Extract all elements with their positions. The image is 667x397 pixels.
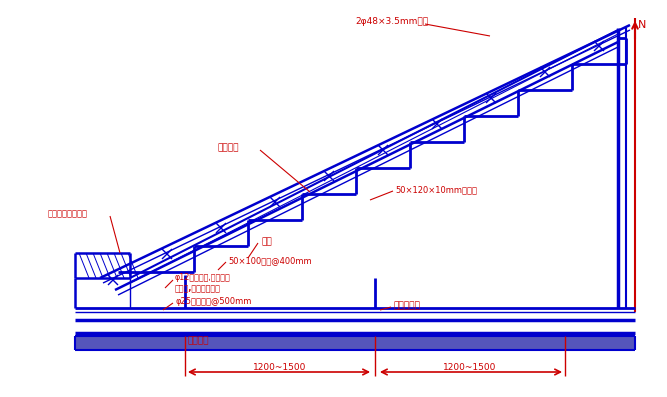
Text: φ12对拉樬杆,每隔一步: φ12对拉樬杆,每隔一步 (175, 274, 231, 283)
Bar (75, 336, 635, 350)
Text: 钉管立杆: 钉管立杆 (188, 337, 209, 345)
Text: 七次模板: 七次模板 (218, 143, 239, 152)
Text: 扛板面（起平台）: 扛板面（起平台） (48, 210, 88, 218)
Text: 2φ48×3.5mm钉管: 2φ48×3.5mm钉管 (355, 17, 428, 27)
Text: N: N (638, 20, 646, 30)
Text: φ25防滑钉头@500mm: φ25防滑钉头@500mm (175, 297, 251, 306)
Text: 1200~1500: 1200~1500 (444, 364, 497, 372)
Text: 1200~1500: 1200~1500 (253, 364, 307, 372)
Text: 50×100木方@400mm: 50×100木方@400mm (228, 256, 311, 266)
Text: 钉管水平杆: 钉管水平杆 (393, 301, 420, 310)
Text: 50×120×10mm钉脱片: 50×120×10mm钉脱片 (395, 185, 477, 195)
Text: 横档: 横档 (262, 237, 273, 247)
Text: 设一个,樬向设置间距: 设一个,樬向设置间距 (175, 285, 221, 293)
